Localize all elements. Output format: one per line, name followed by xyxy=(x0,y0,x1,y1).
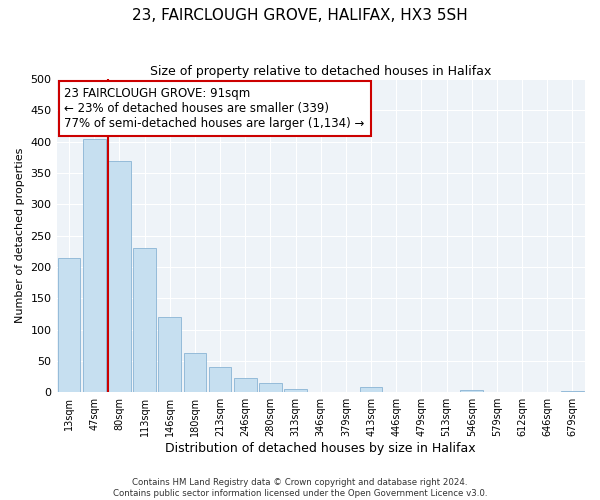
Title: Size of property relative to detached houses in Halifax: Size of property relative to detached ho… xyxy=(150,65,491,78)
Bar xyxy=(360,387,382,392)
X-axis label: Distribution of detached houses by size in Halifax: Distribution of detached houses by size … xyxy=(166,442,476,455)
Bar xyxy=(58,258,80,392)
Bar xyxy=(561,391,584,392)
Y-axis label: Number of detached properties: Number of detached properties xyxy=(15,148,25,324)
Text: 23 FAIRCLOUGH GROVE: 91sqm
← 23% of detached houses are smaller (339)
77% of sem: 23 FAIRCLOUGH GROVE: 91sqm ← 23% of deta… xyxy=(64,87,365,130)
Bar xyxy=(209,367,232,392)
Bar xyxy=(83,138,106,392)
Bar xyxy=(158,317,181,392)
Bar xyxy=(460,390,483,392)
Bar xyxy=(234,378,257,392)
Text: 23, FAIRCLOUGH GROVE, HALIFAX, HX3 5SH: 23, FAIRCLOUGH GROVE, HALIFAX, HX3 5SH xyxy=(132,8,468,22)
Bar xyxy=(259,383,282,392)
Bar xyxy=(108,160,131,392)
Bar xyxy=(133,248,156,392)
Bar xyxy=(284,389,307,392)
Bar xyxy=(184,353,206,392)
Text: Contains HM Land Registry data © Crown copyright and database right 2024.
Contai: Contains HM Land Registry data © Crown c… xyxy=(113,478,487,498)
